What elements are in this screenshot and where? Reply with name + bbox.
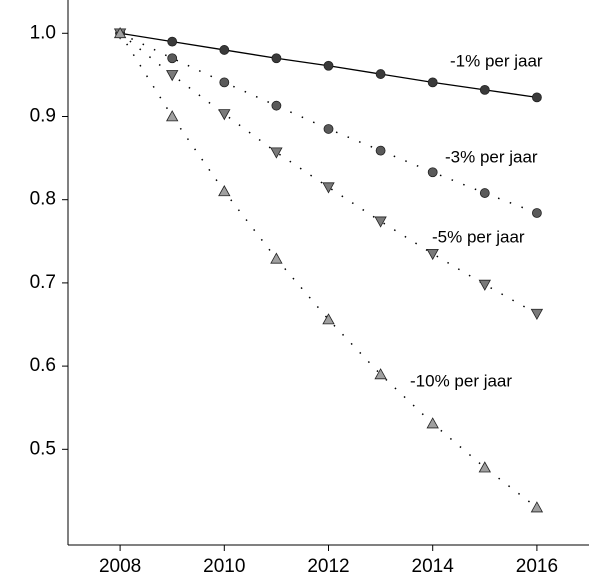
marker xyxy=(427,167,438,178)
marker xyxy=(478,279,491,291)
marker xyxy=(219,77,230,88)
marker xyxy=(322,182,335,194)
marker xyxy=(218,109,231,121)
marker xyxy=(166,70,179,82)
marker xyxy=(271,100,282,111)
x-tick-label: 2016 xyxy=(516,556,558,576)
marker xyxy=(530,308,544,321)
marker xyxy=(532,92,542,103)
series-line xyxy=(119,32,538,315)
marker xyxy=(479,188,490,198)
y-tick-label: 0.6 xyxy=(30,355,56,376)
marker xyxy=(167,36,178,47)
marker xyxy=(375,69,386,79)
marker xyxy=(323,60,334,71)
marker xyxy=(113,26,127,39)
marker xyxy=(322,313,335,325)
marker xyxy=(374,216,387,228)
marker xyxy=(374,368,387,380)
marker xyxy=(478,461,491,473)
marker xyxy=(375,145,386,156)
marker xyxy=(167,53,178,64)
marker xyxy=(530,501,544,513)
x-tick-label: 2010 xyxy=(203,556,245,576)
series-line xyxy=(119,32,538,509)
y-tick-label: 0.8 xyxy=(30,189,56,210)
legend-label: -10% per jaar xyxy=(410,371,512,390)
marker xyxy=(270,252,283,264)
legend-label: -3% per jaar xyxy=(445,147,538,166)
marker xyxy=(532,208,542,218)
legend-label: -5% per jaar xyxy=(432,227,525,246)
marker xyxy=(271,53,282,64)
marker xyxy=(219,45,230,55)
marker xyxy=(270,147,283,159)
y-tick-label: 0.5 xyxy=(30,438,56,459)
x-tick-label: 2008 xyxy=(99,556,141,576)
y-tick-label: 0.9 xyxy=(30,106,56,127)
marker xyxy=(166,110,179,122)
marker xyxy=(426,417,439,429)
y-tick-label: 0.7 xyxy=(30,272,56,293)
legend-label: -1% per jaar xyxy=(450,51,543,70)
x-tick-label: 2014 xyxy=(412,556,455,576)
marker xyxy=(218,185,231,197)
marker xyxy=(427,77,438,88)
marker xyxy=(323,124,334,134)
marker xyxy=(426,248,439,261)
y-tick-label: 1.0 xyxy=(30,22,56,43)
x-tick-label: 2012 xyxy=(307,556,349,576)
marker xyxy=(479,84,490,95)
